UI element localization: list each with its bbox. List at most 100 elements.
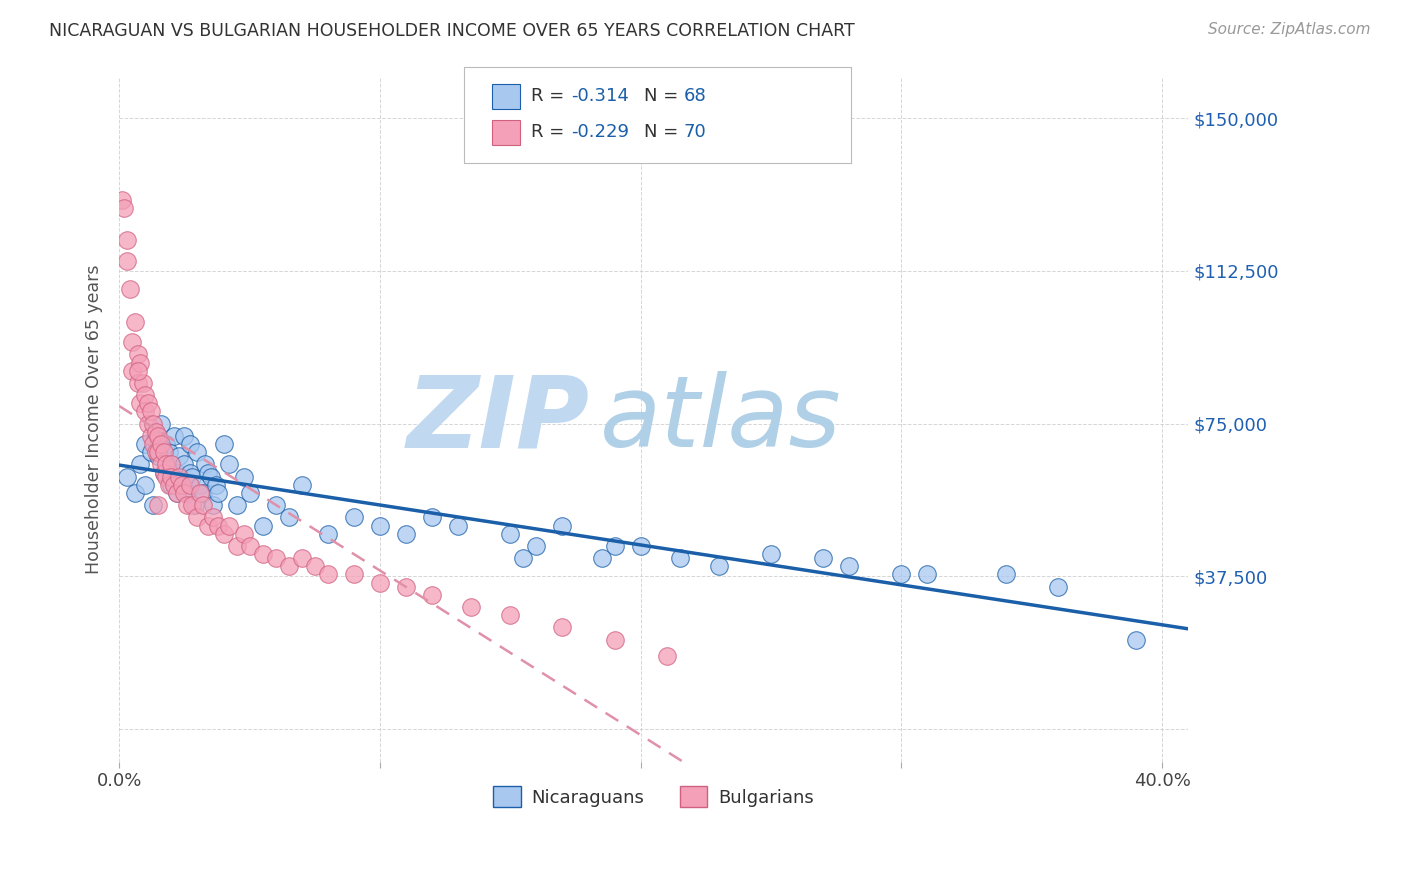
Text: ZIP: ZIP — [406, 371, 589, 468]
Point — [603, 539, 626, 553]
Point — [160, 477, 183, 491]
Point — [127, 364, 149, 378]
Point — [127, 347, 149, 361]
Point — [838, 559, 860, 574]
Point — [291, 551, 314, 566]
Point — [149, 417, 172, 431]
Point — [170, 477, 193, 491]
Point — [420, 588, 443, 602]
Point — [291, 477, 314, 491]
Point — [121, 335, 143, 350]
Point — [200, 469, 222, 483]
Point — [129, 458, 152, 472]
Point — [142, 437, 165, 451]
Point — [304, 559, 326, 574]
Text: R =: R = — [531, 123, 571, 141]
Point — [163, 477, 186, 491]
Point — [155, 458, 177, 472]
Point — [811, 551, 834, 566]
Point — [264, 551, 287, 566]
Point — [142, 417, 165, 431]
Point — [148, 445, 170, 459]
Point — [160, 458, 183, 472]
Point — [179, 466, 201, 480]
Point — [176, 498, 198, 512]
Point — [759, 547, 782, 561]
Point — [111, 193, 134, 207]
Point — [207, 518, 229, 533]
Point — [176, 486, 198, 500]
Point — [212, 437, 235, 451]
Point — [186, 445, 208, 459]
Point — [155, 437, 177, 451]
Point — [166, 466, 188, 480]
Point — [173, 429, 195, 443]
Point — [225, 539, 247, 553]
Text: N =: N = — [644, 87, 683, 105]
Point — [1125, 632, 1147, 647]
Point — [173, 458, 195, 472]
Point — [134, 437, 156, 451]
Point — [239, 539, 262, 553]
Point — [420, 510, 443, 524]
Point — [591, 551, 613, 566]
Point — [368, 575, 391, 590]
Point — [526, 539, 548, 553]
Point — [134, 477, 156, 491]
Point — [252, 547, 274, 561]
Point — [152, 466, 174, 480]
Text: 70: 70 — [683, 123, 706, 141]
Point — [181, 469, 204, 483]
Point — [155, 469, 177, 483]
Point — [603, 632, 626, 647]
Point — [1046, 580, 1069, 594]
Point — [233, 526, 256, 541]
Point — [447, 518, 470, 533]
Point — [136, 396, 159, 410]
Point — [917, 567, 939, 582]
Point — [252, 518, 274, 533]
Point — [134, 404, 156, 418]
Point — [188, 477, 211, 491]
Point — [160, 458, 183, 472]
Text: atlas: atlas — [600, 371, 842, 468]
Point — [129, 396, 152, 410]
Point — [149, 458, 172, 472]
Point — [395, 580, 418, 594]
Point — [218, 458, 240, 472]
Point — [149, 437, 172, 451]
Point — [167, 469, 190, 483]
Point — [124, 315, 146, 329]
Point — [343, 510, 366, 524]
Point — [212, 526, 235, 541]
Point — [264, 498, 287, 512]
Point — [115, 469, 138, 483]
Point — [994, 567, 1017, 582]
Point — [202, 498, 225, 512]
Legend: Nicaraguans, Bulgarians: Nicaraguans, Bulgarians — [486, 779, 821, 814]
Point — [139, 404, 162, 418]
Point — [207, 486, 229, 500]
Point — [655, 648, 678, 663]
Point — [145, 425, 167, 439]
Point — [233, 469, 256, 483]
Point — [160, 469, 183, 483]
Point — [170, 477, 193, 491]
Point — [157, 477, 180, 491]
Point — [148, 429, 170, 443]
Point — [499, 608, 522, 623]
Point — [668, 551, 690, 566]
Point — [707, 559, 730, 574]
Point — [145, 445, 167, 459]
Point — [139, 429, 162, 443]
Point — [395, 526, 418, 541]
Point — [148, 450, 170, 464]
Point — [152, 466, 174, 480]
Point — [124, 486, 146, 500]
Point — [460, 599, 482, 614]
Point — [197, 518, 219, 533]
Point — [132, 376, 155, 390]
Point — [179, 437, 201, 451]
Point — [191, 498, 214, 512]
Point — [129, 355, 152, 369]
